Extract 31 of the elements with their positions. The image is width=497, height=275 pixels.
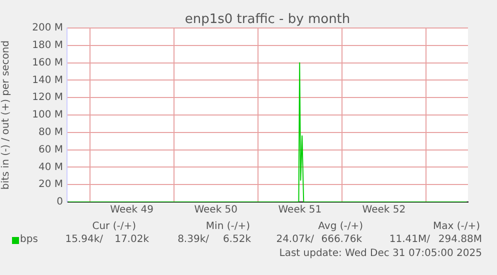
y-tick-label: 180 M bbox=[32, 40, 63, 51]
chart-title: enp1s0 traffic - by month bbox=[184, 12, 350, 27]
y-tick-label: 40 M bbox=[38, 162, 63, 173]
x-tick-label: Week 51 bbox=[278, 204, 322, 216]
text: 15.94k/ bbox=[65, 234, 103, 246]
y-tick-label: 200 M bbox=[32, 22, 63, 34]
text: 8.39k/ bbox=[178, 234, 209, 246]
text: 294.88M bbox=[438, 234, 482, 246]
y-tick-label: 20 M bbox=[38, 179, 63, 190]
text: Last update: Wed Dec 31 07:05:00 2025 bbox=[279, 248, 482, 260]
text: Cur (-/+) bbox=[92, 221, 136, 233]
x-tick-label: Week 49 bbox=[110, 204, 154, 216]
y-tick-label: 60 M bbox=[38, 144, 63, 156]
x-tick-label: Week 52 bbox=[362, 204, 406, 216]
y-tick-label: 100 M bbox=[32, 110, 63, 121]
y-axis-title: bits in (-) / out (+) per second bbox=[0, 40, 12, 190]
text: Avg (-/+) bbox=[318, 221, 363, 233]
text: 666.76k bbox=[321, 234, 362, 246]
y-tick-label: 140 M bbox=[32, 74, 63, 86]
text: 24.07k/ bbox=[276, 234, 314, 246]
text: Min (-/+) bbox=[206, 221, 250, 233]
y-tick-label: 120 M bbox=[32, 92, 63, 104]
y-tick-label: 0 bbox=[56, 196, 63, 208]
x-tick-label: Week 50 bbox=[194, 204, 238, 216]
legend-label: bps bbox=[20, 234, 38, 246]
text: 17.02k bbox=[114, 234, 149, 246]
text: Max (-/+) bbox=[432, 221, 480, 233]
text: 6.52k bbox=[222, 234, 251, 246]
y-tick-label: 160 M bbox=[32, 57, 63, 68]
text: 11.41M/ bbox=[389, 234, 430, 246]
y-tick-label: 80 M bbox=[38, 126, 63, 138]
